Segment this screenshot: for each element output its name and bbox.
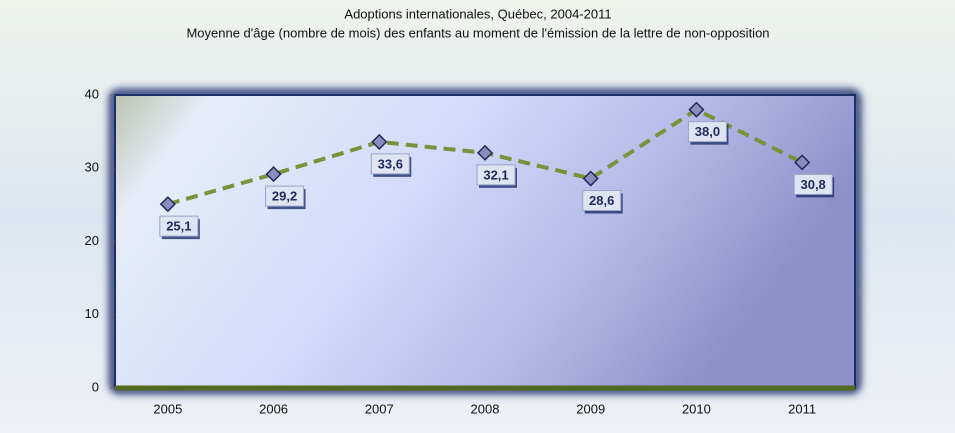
value-label: 32,1 xyxy=(483,167,508,182)
marker xyxy=(159,196,176,213)
value-label: 38,0 xyxy=(695,124,720,139)
value-label-box xyxy=(476,164,516,186)
marker xyxy=(371,133,388,150)
x-tick-label: 2007 xyxy=(365,401,394,416)
y-tick-label: 20 xyxy=(85,233,99,248)
value-label-box xyxy=(159,215,199,237)
x-tick-label: 2009 xyxy=(576,401,605,416)
x-tick-label: 2011 xyxy=(788,401,816,416)
value-label: 33,6 xyxy=(378,156,403,171)
x-tick-label: 2005 xyxy=(153,401,182,416)
value-label: 30,8 xyxy=(800,177,825,192)
marker xyxy=(688,101,705,118)
y-tick-label: 10 xyxy=(85,306,99,321)
marker xyxy=(582,170,599,187)
x-tick-label: 2010 xyxy=(682,401,711,416)
x-tick-label: 2006 xyxy=(259,401,288,416)
value-label-box xyxy=(793,173,833,195)
value-label-box xyxy=(370,153,410,175)
value-label: 25,1 xyxy=(166,219,191,234)
value-label: 28,6 xyxy=(589,193,614,208)
value-label-box xyxy=(687,121,727,143)
value-label: 29,2 xyxy=(272,189,297,204)
marker xyxy=(265,166,282,183)
marker xyxy=(476,144,494,161)
chart-title: Adoptions internationales, Québec, 2004-… xyxy=(344,6,611,21)
chart-subtitle: Moyenne d'âge (nombre de mois) des enfan… xyxy=(186,25,769,40)
y-tick-label: 30 xyxy=(85,160,99,175)
plot-area xyxy=(114,94,856,389)
y-tick-label: 40 xyxy=(85,86,99,101)
x-tick-label: 2008 xyxy=(471,401,500,416)
marker xyxy=(794,154,811,171)
value-label-box xyxy=(582,190,622,212)
value-label-box xyxy=(265,185,305,207)
y-tick-label: 0 xyxy=(92,379,99,394)
